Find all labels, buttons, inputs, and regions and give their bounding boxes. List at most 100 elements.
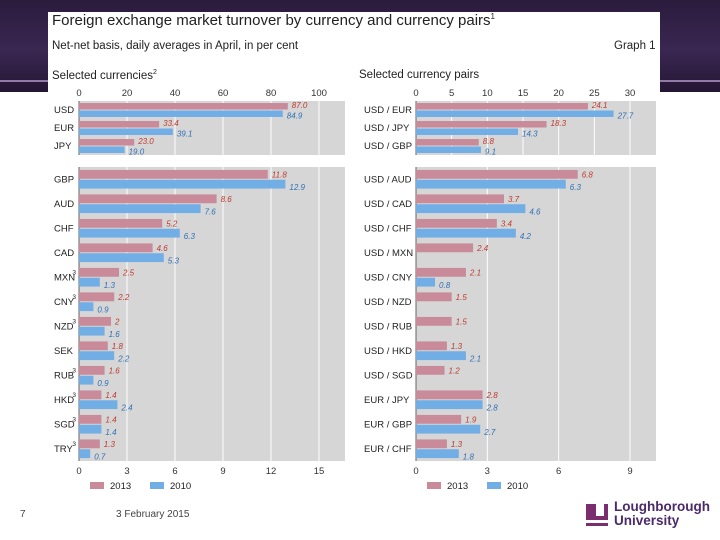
currencies-bar-2013 <box>79 292 115 302</box>
pairs-category-label: USD / JPY <box>364 123 410 134</box>
currencies-data-label-2013: 11.8 <box>272 170 288 179</box>
pairs-data-label-2013: 1.3 <box>451 440 463 449</box>
pairs-bar-2010 <box>416 351 466 361</box>
currencies-bar-2013 <box>79 103 288 110</box>
pairs-bar-2013 <box>416 316 452 326</box>
pairs-data-label-2010: 4.2 <box>520 232 532 241</box>
pairs-data-label-2010: 4.6 <box>529 208 541 217</box>
currencies-bar-2010 <box>79 400 118 410</box>
currencies-legend-label-2010: 2010 <box>170 481 191 492</box>
chart-title: Foreign exchange market turnover by curr… <box>52 12 495 29</box>
currencies-category-label: SGD <box>54 419 75 430</box>
currencies-bottom-tick-label: 9 <box>220 466 225 477</box>
pairs-data-label-2013: 1.9 <box>465 415 477 424</box>
currencies-category-label: AUD <box>54 199 74 210</box>
currencies-data-label-2013: 1.8 <box>112 342 124 351</box>
currencies-category-note: 3 <box>72 441 76 448</box>
graph-label: Graph 1 <box>614 40 656 52</box>
panel-title-currencies: Selected currencies2 <box>52 69 157 82</box>
pairs-data-label-2013: 18.3 <box>551 119 567 128</box>
pairs-bar-2010 <box>416 179 566 189</box>
pairs-data-label-2013: 1.3 <box>451 342 463 351</box>
chart-title-note: 1 <box>490 12 495 21</box>
pairs-data-label-2013: 24.1 <box>591 101 608 110</box>
currencies-top-plot-area <box>79 101 345 155</box>
currencies-data-label-2013: 33.4 <box>163 119 179 128</box>
panel-title-currencies-note: 2 <box>153 69 157 76</box>
currencies-bar-2010 <box>79 302 94 312</box>
pairs-bottom-tick-label: 3 <box>485 466 490 477</box>
pairs-bar-2010 <box>416 204 526 214</box>
pairs-bottom-plot-area <box>416 167 656 461</box>
pairs-category-label: USD / SGD <box>364 370 413 381</box>
pairs-category-label: USD / RUB <box>364 321 412 332</box>
panel-title-pairs: Selected currency pairs <box>359 69 479 81</box>
pairs-data-label-2010: 9.1 <box>485 147 496 156</box>
currencies-category-label: EUR <box>54 123 74 134</box>
pairs-bar-2013 <box>416 139 479 146</box>
pairs-data-label-2013: 2.4 <box>476 244 489 253</box>
currencies-top-tick-label: 100 <box>311 88 327 99</box>
chart-subtitle: Net-net basis, daily averages in April, … <box>52 40 299 52</box>
pairs-bar-2013 <box>416 121 547 128</box>
currencies-bar-2013 <box>79 121 160 128</box>
pairs-category-label: USD / AUD <box>364 174 412 185</box>
pairs-top-plot-area <box>416 101 656 155</box>
currencies-bar-2010 <box>79 110 283 117</box>
currencies-bar-2013 <box>79 341 108 351</box>
pairs-data-label-2013: 8.8 <box>483 137 495 146</box>
currencies-category-note: 3 <box>72 294 76 301</box>
pairs-bar-2013 <box>416 103 588 110</box>
pairs-bar-2010 <box>416 128 519 135</box>
pairs-bar-2013 <box>416 414 462 424</box>
currencies-data-label-2010: 39.1 <box>177 129 193 138</box>
currencies-data-label-2013: 2 <box>114 317 120 326</box>
pairs-data-label-2010: 2.8 <box>486 404 499 413</box>
currencies-bar-2013 <box>79 439 100 449</box>
panel-title-currencies-text: Selected currencies <box>52 69 153 82</box>
pairs-bar-2010 <box>416 449 459 459</box>
currencies-bar-2013 <box>79 218 163 228</box>
pairs-top-tick-label: 5 <box>449 88 454 99</box>
currencies-data-label-2010: 2.2 <box>117 355 130 364</box>
currencies-category-label: NZD <box>54 321 74 332</box>
pairs-bar-2013 <box>416 267 466 277</box>
pairs-data-label-2010: 14.3 <box>522 129 538 138</box>
currencies-bar-2010 <box>79 204 201 214</box>
pairs-category-label: EUR / JPY <box>364 395 410 406</box>
pairs-data-label-2010: 2.7 <box>483 428 496 437</box>
currencies-data-label-2010: 0.7 <box>94 453 106 462</box>
currencies-data-label-2013: 5.2 <box>166 219 178 228</box>
currencies-data-label-2010: 1.4 <box>105 428 117 437</box>
slide-number: 7 <box>20 509 26 520</box>
currencies-category-label: USD <box>54 105 74 116</box>
currencies-top-tick-label: 20 <box>122 88 133 99</box>
pairs-top-tick-label: 30 <box>625 88 636 99</box>
currencies-bar-2010 <box>79 179 286 189</box>
currencies-bar-2010 <box>79 253 164 263</box>
pairs-bar-2010 <box>416 424 481 434</box>
pairs-legend-swatch-2013 <box>427 482 441 489</box>
logo-line-1: Loughborough <box>614 499 710 514</box>
currencies-bar-2010 <box>79 351 115 361</box>
currencies-category-note: 3 <box>72 367 76 374</box>
currencies-category-label: HKD <box>54 395 74 406</box>
pairs-bar-2013 <box>416 439 447 449</box>
currencies-bar-2010 <box>79 228 180 238</box>
currencies-data-label-2013: 87.0 <box>292 101 308 110</box>
currencies-data-label-2013: 1.4 <box>105 391 117 400</box>
pairs-data-label-2010: 6.3 <box>570 183 582 192</box>
pairs-data-label-2010: 0.8 <box>439 281 451 290</box>
pairs-bar-2010 <box>416 146 481 153</box>
pairs-bar-2010 <box>416 228 516 238</box>
pairs-data-label-2013: 2.1 <box>469 268 481 277</box>
currencies-bottom-tick-label: 0 <box>76 466 81 477</box>
currencies-data-label-2010: 0.9 <box>97 306 109 315</box>
currencies-category-label: RUB <box>54 370 74 381</box>
logo-line-2: University <box>614 513 680 528</box>
currencies-top-tick-label: 0 <box>76 88 81 99</box>
currencies-category-label: GBP <box>54 174 74 185</box>
currencies-data-label-2010: 0.9 <box>97 379 109 388</box>
currencies-bottom-tick-label: 15 <box>314 466 325 477</box>
currencies-data-label-2013: 8.6 <box>221 195 233 204</box>
